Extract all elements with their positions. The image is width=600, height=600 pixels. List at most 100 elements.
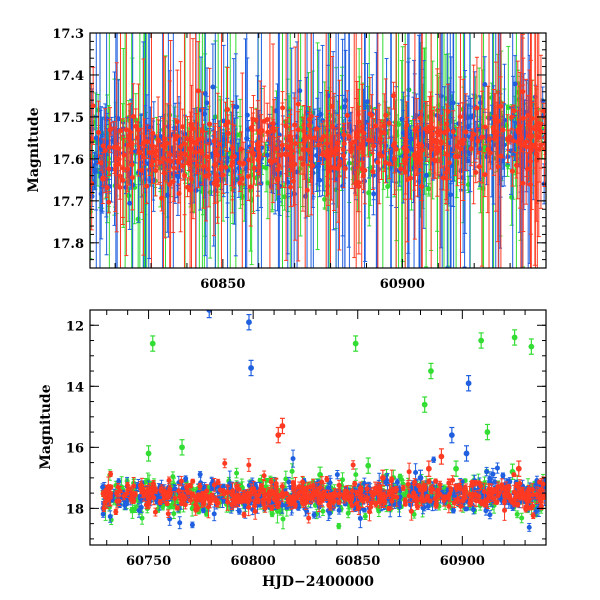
data-point — [150, 158, 156, 164]
data-point — [353, 180, 359, 186]
data-point — [381, 130, 387, 136]
data-point — [207, 121, 213, 127]
data-point — [443, 170, 449, 176]
data-point — [418, 157, 424, 163]
data-point — [428, 147, 434, 153]
data-point — [248, 184, 254, 190]
data-point — [98, 137, 104, 143]
data-point — [479, 135, 485, 141]
data-point — [512, 81, 518, 87]
data-point — [130, 114, 136, 120]
data-point — [280, 105, 286, 111]
data-point — [377, 136, 383, 142]
data-point — [253, 117, 259, 123]
data-point — [498, 103, 504, 109]
data-point — [356, 184, 362, 190]
data-point — [393, 146, 399, 152]
data-point — [153, 168, 159, 174]
data-point — [302, 137, 308, 143]
data-point — [93, 135, 99, 141]
data-point — [492, 114, 498, 120]
data-point — [314, 152, 320, 158]
data-point — [365, 99, 371, 105]
data-point — [360, 173, 366, 179]
data-point — [452, 154, 458, 160]
data-point — [250, 151, 256, 157]
data-point — [482, 172, 488, 178]
data-point — [526, 122, 532, 128]
data-point — [523, 139, 529, 145]
data-point — [401, 157, 407, 163]
data-point — [263, 165, 269, 171]
data-point — [180, 124, 186, 130]
data-point — [408, 136, 414, 142]
data-point — [495, 164, 501, 170]
data-point — [304, 187, 310, 193]
data-point — [234, 104, 240, 110]
data-point — [476, 164, 482, 170]
data-point — [167, 152, 173, 158]
data-point — [308, 113, 314, 119]
data-point — [355, 111, 361, 117]
data-point — [404, 177, 410, 183]
data-point — [509, 168, 515, 174]
data-point — [402, 169, 408, 175]
data-point — [140, 141, 146, 147]
data-point — [150, 130, 156, 136]
data-point — [283, 123, 289, 129]
data-point — [130, 175, 136, 181]
data-point — [305, 147, 311, 153]
data-point — [215, 182, 221, 188]
data-point — [450, 129, 456, 135]
data-point — [341, 153, 347, 159]
data-point — [334, 146, 340, 152]
data-point — [536, 121, 542, 127]
data-point — [206, 172, 212, 178]
data-point — [446, 160, 452, 166]
data-point — [337, 159, 343, 165]
data-point — [164, 192, 170, 198]
data-point — [129, 162, 135, 168]
data-point — [419, 147, 425, 153]
data-point — [463, 129, 469, 135]
data-point — [174, 133, 180, 139]
data-point — [366, 190, 372, 196]
data-point — [269, 159, 275, 165]
data-point — [195, 88, 201, 94]
data-point — [288, 153, 294, 159]
data-point — [144, 183, 150, 189]
data-point — [220, 172, 226, 178]
data-point — [162, 144, 168, 150]
data-point — [473, 169, 479, 175]
data-point — [487, 150, 493, 156]
data-point — [482, 82, 488, 88]
data-point — [167, 182, 173, 188]
data-point — [211, 138, 217, 144]
data-point — [229, 159, 235, 165]
data-point — [182, 173, 188, 179]
data-point — [204, 100, 210, 106]
data-point — [323, 153, 329, 159]
data-point — [210, 84, 216, 90]
data-point — [126, 193, 132, 199]
data-point — [193, 149, 199, 155]
data-point — [482, 124, 488, 130]
data-point — [251, 165, 257, 171]
data-point — [190, 126, 196, 132]
data-point — [165, 157, 171, 163]
data-point — [341, 132, 347, 138]
data-point — [475, 138, 481, 144]
data-point — [223, 122, 229, 128]
data-point — [157, 159, 163, 165]
data-point — [498, 153, 504, 159]
data-point — [133, 123, 139, 129]
data-point — [199, 150, 205, 156]
data-point — [332, 165, 338, 171]
data-point — [437, 128, 443, 134]
data-point — [278, 152, 284, 158]
data-point — [98, 160, 104, 166]
data-point — [511, 108, 517, 114]
series-3 — [90, 33, 546, 268]
